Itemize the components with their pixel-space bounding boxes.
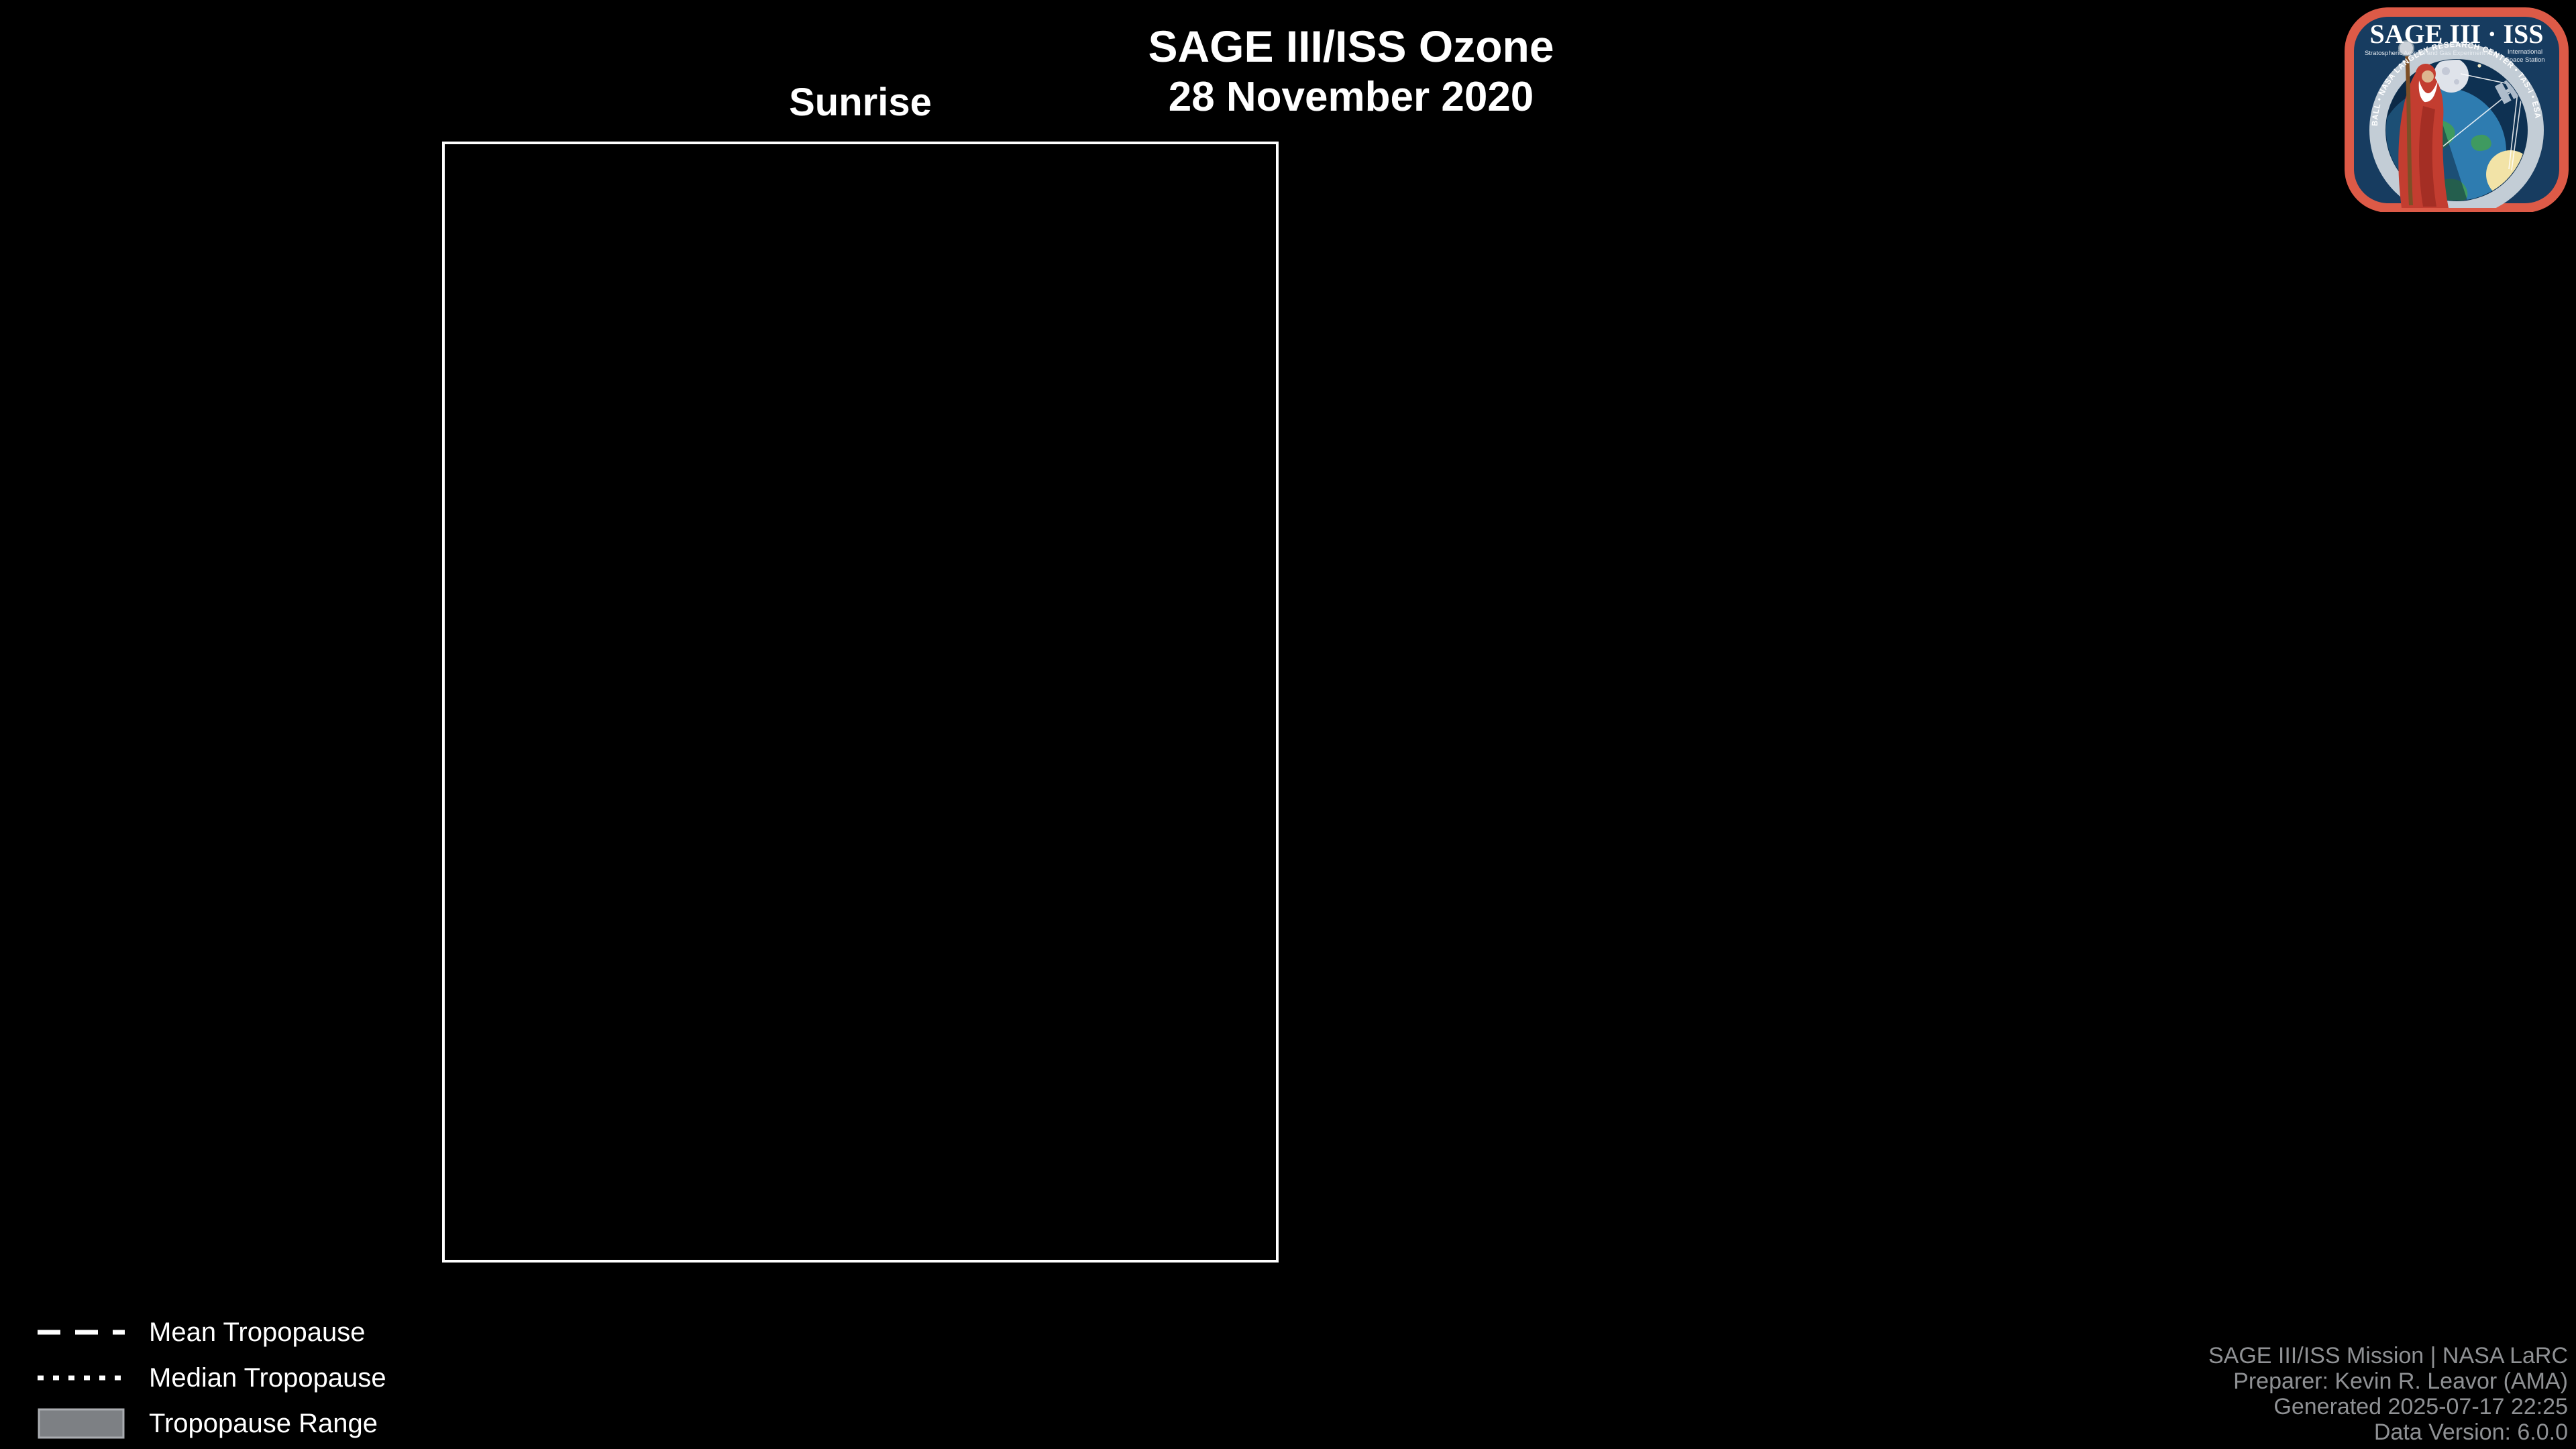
attribution: SAGE III/ISS Mission | NASA LaRC Prepare… <box>2208 1343 2568 1445</box>
figure-title-line2: 28 November 2020 <box>1168 74 1534 120</box>
logo-moon-crater <box>2442 67 2450 75</box>
logo-earth-land-3 <box>2471 134 2491 151</box>
logo-subtitle-right-2: Space Station <box>2505 56 2544 64</box>
figure-title: SAGE III/ISS Ozone 28 November 2020 <box>1148 20 1554 122</box>
median-tropopause-label: Median Tropopause <box>149 1362 386 1393</box>
attribution-data-version: Data Version: 6.0.0 <box>2373 1419 2568 1445</box>
logo-subtitle-left: Stratospheric Aerosol and Gas Experiment… <box>2365 50 2492 57</box>
tropopause-legend-median-row: Median Tropopause <box>38 1355 386 1401</box>
logo-star-dot <box>2477 64 2481 68</box>
logo-title: SAGE III · ISS <box>2369 19 2543 49</box>
logo-moon <box>2434 60 2469 93</box>
tropopause-legend: Mean Tropopause Median Tropopause Tropop… <box>38 1309 386 1446</box>
sage-iss-mission-patch-logo: SAGE III · ISS Stratospheric Aerosol and… <box>2345 7 2569 212</box>
tropopause-legend-mean-row: Mean Tropopause <box>38 1309 386 1355</box>
attribution-mission: SAGE III/ISS Mission | NASA LaRC <box>2208 1343 2568 1368</box>
figure-title-line1: SAGE III/ISS Ozone <box>1148 21 1554 71</box>
logo-subtitle-right-1: International <box>2508 48 2542 56</box>
plot-area-sunrise: Sunrise <box>442 80 1279 1263</box>
tropopause-legend-range-row: Tropopause Range <box>38 1401 386 1446</box>
tropopause-range-label: Tropopause Range <box>149 1408 378 1438</box>
logo-moon-crater2 <box>2454 79 2459 85</box>
panel-title-sunrise: Sunrise <box>789 80 932 124</box>
attribution-preparer: Preparer: Kevin R. Leavor (AMA) <box>2233 1368 2568 1394</box>
median-tropopause-dotted-line-icon <box>38 1375 125 1381</box>
logo-figure <box>2398 40 2449 208</box>
mean-tropopause-dashed-line-icon <box>38 1330 125 1335</box>
mean-tropopause-label: Mean Tropopause <box>149 1317 366 1347</box>
attribution-generated: Generated 2025-07-17 22:25 <box>2273 1394 2568 1419</box>
tropopause-range-band-icon <box>38 1408 125 1439</box>
